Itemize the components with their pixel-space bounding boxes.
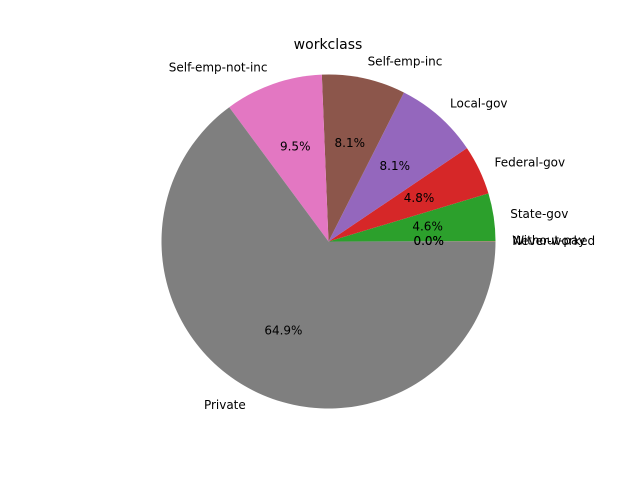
- pie-slices: [161, 74, 496, 409]
- slice-percent-private: 64.9%: [264, 323, 302, 337]
- slice-label-self-emp-not-inc: Self-emp-not-inc: [169, 61, 268, 75]
- slice-percent-self-emp-inc: 8.1%: [335, 136, 366, 150]
- slice-percent-never-worked: 0.0%: [413, 234, 444, 248]
- slice-label-federal-gov: Federal-gov: [494, 155, 565, 169]
- pie-slice-without-pay: [328, 240, 496, 242]
- slice-label-without-pay: Without-pay: [512, 234, 585, 248]
- slice-percent-self-emp-not-inc: 9.5%: [280, 139, 311, 153]
- slice-label-private: Private: [204, 398, 246, 412]
- pie-slice-federal-gov: [328, 148, 489, 242]
- pie-slice-self-emp-not-inc: [229, 74, 329, 242]
- pie-slice-self-emp-inc: [321, 74, 404, 242]
- slice-label-never-worked: Never-worked: [512, 234, 595, 248]
- chart-title: workclass: [294, 37, 363, 53]
- pie-slice-local-gov: [328, 92, 467, 242]
- pie-slice-state-gov: [328, 193, 496, 242]
- pie-slice-private: [161, 107, 496, 409]
- slice-percent-without-pay: 0.0%: [413, 234, 444, 248]
- slice-label-self-emp-inc: Self-emp-inc: [368, 55, 443, 69]
- slice-percent-labels: 0.0%0.0%4.6%4.8%8.1%8.1%9.5%64.9%: [264, 136, 444, 337]
- slice-percent-local-gov: 8.1%: [380, 159, 411, 173]
- slice-label-local-gov: Local-gov: [450, 96, 508, 110]
- slice-percent-state-gov: 4.6%: [412, 219, 443, 233]
- slice-label-state-gov: State-gov: [510, 207, 568, 221]
- slice-percent-federal-gov: 4.8%: [404, 191, 435, 205]
